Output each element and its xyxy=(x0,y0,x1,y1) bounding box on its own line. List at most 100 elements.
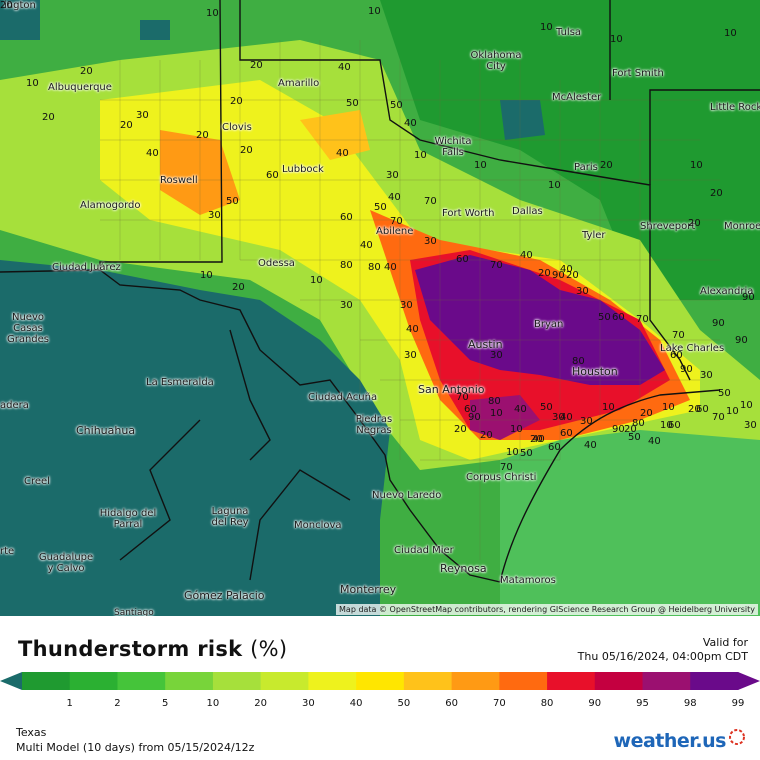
map-attribution: Map data © OpenStreetMap contributors, r… xyxy=(336,604,758,615)
city-label: Ciudad Juárez xyxy=(52,262,121,273)
scale-color-swatch xyxy=(451,672,500,690)
contour-value: 20 xyxy=(120,120,133,131)
city-label: Monclova xyxy=(294,520,342,531)
city-label: Odessa xyxy=(258,258,295,269)
contour-value: 70 xyxy=(490,260,503,271)
contour-value: 10 xyxy=(490,408,503,419)
legend-title: Thunderstorm risk (%) xyxy=(18,637,287,661)
scale-tick-label: 1 xyxy=(66,698,73,709)
color-scale-bar xyxy=(0,672,760,690)
scale-tick-label: 30 xyxy=(302,698,315,709)
contour-value: 20 xyxy=(0,0,13,11)
contour-value: 10 xyxy=(726,406,739,417)
contour-value: 40 xyxy=(532,434,545,445)
contour-value: 10 xyxy=(662,402,675,413)
contour-value: 50 xyxy=(628,432,641,443)
city-label: Little Rock xyxy=(710,102,760,113)
contour-value: 20 xyxy=(42,112,55,123)
city-label: rte xyxy=(0,546,15,557)
contour-value: 40 xyxy=(406,324,419,335)
city-label: Hidalgo del Parral xyxy=(99,508,157,530)
city-label: Wichita Falls xyxy=(434,136,472,158)
contour-value: 60 xyxy=(548,442,561,453)
contour-value: 60 xyxy=(456,254,469,265)
contour-value: 30 xyxy=(208,210,221,221)
contour-value: 30 xyxy=(386,170,399,181)
contour-value: 80 xyxy=(632,418,645,429)
contour-value: 30 xyxy=(580,416,593,427)
legend-unit: (%) xyxy=(250,637,288,661)
city-label: Clovis xyxy=(222,122,252,133)
contour-value: 20 xyxy=(624,424,637,435)
forecast-map[interactable]: ington Albuquerque Amarillo Oklahoma Cit… xyxy=(0,0,760,616)
scale-color-swatch xyxy=(212,672,262,690)
contour-value: 50 xyxy=(390,100,403,111)
contour-value: 10 xyxy=(540,22,553,33)
contour-value: 10 xyxy=(660,420,673,431)
scale-tick-label: 70 xyxy=(492,698,506,709)
contour-value: 70 xyxy=(712,412,725,423)
city-label: Houston xyxy=(572,365,618,378)
contour-value: 70 xyxy=(672,330,685,341)
contour-value: 80 xyxy=(340,260,353,271)
contour-value: 20 xyxy=(566,270,579,281)
city-label: Albuquerque xyxy=(48,82,112,93)
contour-value: 20 xyxy=(232,282,245,293)
contour-value: 80 xyxy=(488,396,501,407)
contour-value: 40 xyxy=(514,404,527,415)
city-label: La Esmeralda xyxy=(146,377,214,388)
scale-color-swatch xyxy=(308,672,357,690)
brand-badge-icon xyxy=(729,729,745,745)
contour-value: 40 xyxy=(360,240,373,251)
city-label: Monroe xyxy=(724,221,760,232)
model-info: Multi Model (10 days) from 05/15/2024/12… xyxy=(16,741,255,754)
contour-value: 90 xyxy=(735,335,748,346)
contour-value: 10 xyxy=(474,160,487,171)
contour-value: 30 xyxy=(340,300,353,311)
contour-value: 90 xyxy=(468,412,481,423)
city-label: McAlester xyxy=(552,92,602,103)
city-label: Paris xyxy=(574,162,598,173)
city-label: Lubbock xyxy=(282,164,324,175)
contour-value: 10 xyxy=(548,180,561,191)
scale-color-swatch xyxy=(356,672,405,690)
contour-value: 40 xyxy=(648,436,661,447)
contour-value: 20 xyxy=(688,404,701,415)
city-label: ington xyxy=(4,0,36,11)
scale-min-arrow xyxy=(0,672,22,690)
contour-value: 70 xyxy=(456,392,469,403)
contour-value: 50 xyxy=(540,402,553,413)
brand-logo[interactable]: weather.us xyxy=(613,730,727,752)
contour-value: 20 xyxy=(688,218,701,229)
scale-tick-label: 99 xyxy=(731,698,745,709)
city-label: Amarillo xyxy=(278,78,320,89)
contour-value: 50 xyxy=(374,202,387,213)
contour-value: 10 xyxy=(200,270,213,281)
contour-value: 80 xyxy=(572,356,585,367)
scale-tick-label: 2 xyxy=(114,698,121,709)
city-label: Chihuahua xyxy=(76,424,136,437)
scale-tick-label: 90 xyxy=(588,698,602,709)
contour-value: 20 xyxy=(230,96,243,107)
scale-color-swatch xyxy=(499,672,548,690)
city-label: Gómez Palacio xyxy=(184,589,265,602)
contour-value: 60 xyxy=(266,170,279,181)
contour-value: 10 xyxy=(310,275,323,286)
city-label: Oklahoma City xyxy=(470,50,522,72)
contour-value: 90 xyxy=(552,270,565,281)
contour-value: 20 xyxy=(196,130,209,141)
scale-tick-label: 95 xyxy=(636,698,649,709)
contour-value: 40 xyxy=(520,250,533,261)
scale-color-swatch xyxy=(690,672,739,690)
contour-value: 20 xyxy=(454,424,467,435)
city-label: Roswell xyxy=(160,175,198,186)
map-canvas xyxy=(0,0,760,616)
scale-color-swatch xyxy=(165,672,214,690)
scale-tick-label: 50 xyxy=(397,698,411,709)
contour-value: 50 xyxy=(520,448,533,459)
contour-value: 40 xyxy=(146,148,159,159)
contour-value: 20 xyxy=(710,188,723,199)
contour-value: 30 xyxy=(424,236,437,247)
legend-title-text: Thunderstorm risk xyxy=(18,637,243,661)
contour-value: 60 xyxy=(464,404,477,415)
